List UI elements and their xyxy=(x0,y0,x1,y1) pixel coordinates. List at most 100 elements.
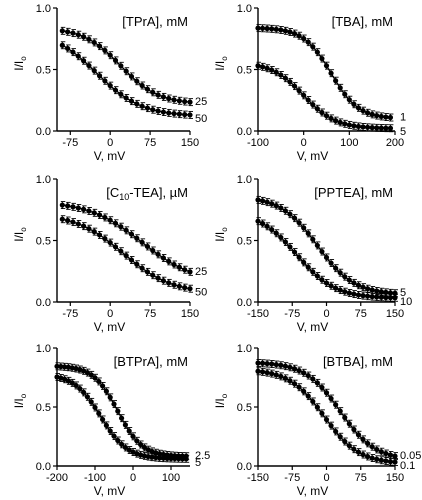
data-point xyxy=(134,260,140,269)
data-point xyxy=(328,69,335,78)
data-point xyxy=(337,432,344,441)
data-point xyxy=(155,90,162,99)
data-point xyxy=(351,100,357,109)
data-point xyxy=(264,198,271,207)
data-point xyxy=(172,454,178,463)
data-point xyxy=(287,28,293,36)
data-point xyxy=(323,415,330,424)
data-point xyxy=(287,77,293,86)
panel-title: [PPTEA], mM xyxy=(314,185,393,200)
data-point xyxy=(122,420,129,429)
x-tick-label: 0 xyxy=(107,137,113,149)
data-point xyxy=(65,44,71,53)
data-point xyxy=(160,92,167,101)
data-point xyxy=(171,260,178,269)
panel-2: 0.0 0.5 1.0 -100 0 100 200 V, mV I/Io [TBA], mM 1 5 xyxy=(213,3,406,163)
series-label: 0.05 xyxy=(400,450,421,462)
data-point xyxy=(264,222,271,231)
data-point xyxy=(278,25,284,34)
data-point xyxy=(323,388,330,397)
y-axis-title: I/Io xyxy=(213,393,229,408)
data-point xyxy=(291,379,298,388)
data-point xyxy=(58,362,64,371)
x-axis-title: V, mV xyxy=(297,320,329,334)
data-point xyxy=(75,204,82,212)
fit-curve xyxy=(257,65,391,129)
data-point xyxy=(378,112,385,121)
data-point xyxy=(115,407,121,416)
data-point xyxy=(107,216,114,225)
data-point xyxy=(342,272,348,281)
y-axis-title-sub: o xyxy=(220,393,229,398)
series-50: 50 xyxy=(59,215,207,299)
panel-6: 0.0 0.5 1.0 -150 -75 0 75 150 V, mV I/Io [BTBA], m… xyxy=(213,343,421,498)
data-point xyxy=(355,430,362,439)
data-point xyxy=(378,456,385,465)
x-tick-label: -100 xyxy=(84,472,106,484)
data-point xyxy=(328,259,335,268)
data-point xyxy=(107,51,114,60)
data-point xyxy=(310,397,316,406)
data-point xyxy=(333,284,339,293)
data-point xyxy=(355,290,362,299)
y-axis-title-sub: o xyxy=(19,56,28,61)
data-point xyxy=(160,254,167,262)
data-point xyxy=(86,207,92,215)
x-tick-label: -150 xyxy=(247,308,269,320)
y-tick-label: 1.0 xyxy=(237,3,252,15)
data-point xyxy=(269,360,275,368)
x-tick-label: -150 xyxy=(247,472,269,484)
y-tick-label: 0.5 xyxy=(237,236,252,248)
data-point xyxy=(150,105,156,114)
data-point xyxy=(182,97,188,106)
data-point xyxy=(264,368,271,377)
y-axis-title: I/Io xyxy=(213,227,229,242)
data-point xyxy=(369,442,376,451)
data-point xyxy=(182,265,188,274)
x-tick-label: 200 xyxy=(386,137,404,149)
data-point xyxy=(123,251,130,260)
x-tick-label: 150 xyxy=(386,308,404,320)
y-tick-label: 0.0 xyxy=(36,461,51,473)
data-point xyxy=(150,88,156,97)
series-5: 5 xyxy=(255,61,406,138)
data-point xyxy=(141,443,148,452)
y-tick-label: 1.0 xyxy=(237,174,252,186)
data-point xyxy=(128,72,135,81)
data-point xyxy=(176,454,182,463)
series-label: 5 xyxy=(400,287,406,299)
data-point xyxy=(111,400,117,409)
data-point xyxy=(333,264,339,273)
data-point xyxy=(88,397,95,406)
data-point xyxy=(166,278,172,287)
data-point xyxy=(296,253,303,262)
data-point xyxy=(171,95,178,104)
data-point xyxy=(65,216,71,225)
x-tick-label: 75 xyxy=(355,308,367,320)
x-tick-label: -75 xyxy=(62,137,78,149)
data-point xyxy=(128,230,135,239)
panel-title-main: [C xyxy=(106,185,119,200)
data-point xyxy=(149,453,155,462)
data-point xyxy=(365,292,371,301)
data-point xyxy=(323,253,330,262)
panel-title-main: [BTBA], mM xyxy=(323,354,393,369)
data-point xyxy=(102,213,108,222)
data-point xyxy=(81,56,87,65)
x-tick-label: 0 xyxy=(323,308,329,320)
data-point xyxy=(383,449,389,458)
y-tick-label: 0.0 xyxy=(36,297,51,309)
data-point xyxy=(365,123,371,132)
data-point xyxy=(301,91,307,100)
data-point xyxy=(187,267,193,276)
data-point xyxy=(383,457,389,465)
series-25: 25 xyxy=(59,201,207,278)
y-axis-title-sub: o xyxy=(19,393,28,398)
x-tick-label: 75 xyxy=(355,472,367,484)
x-tick-label: 150 xyxy=(181,308,199,320)
data-point xyxy=(273,370,280,379)
panel-title-main: [TBA], mM xyxy=(332,14,393,29)
data-point xyxy=(374,455,380,464)
x-axis-title: V, mV xyxy=(94,149,126,163)
x-tick-label: 75 xyxy=(144,137,156,149)
